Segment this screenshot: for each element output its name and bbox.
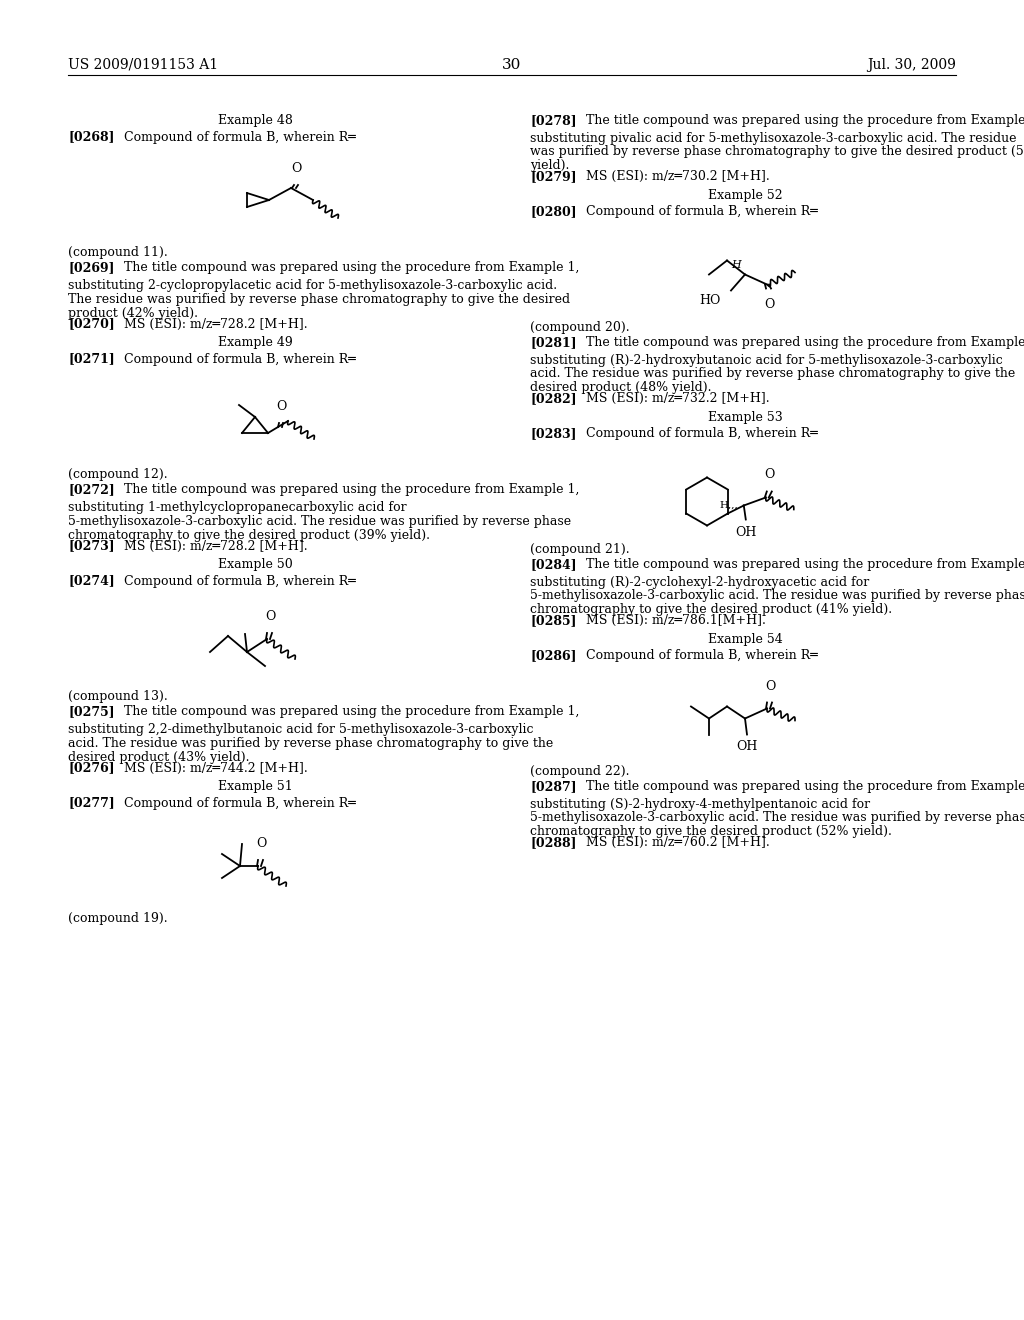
Text: Compound of formula B, wherein R═: Compound of formula B, wherein R═ [586,426,818,440]
Text: Compound of formula B, wherein R═: Compound of formula B, wherein R═ [124,574,355,587]
Text: O: O [256,837,266,850]
Text: desired product (48% yield).: desired product (48% yield). [530,381,712,393]
Text: yield).: yield). [530,158,569,172]
Text: The title compound was prepared using the procedure from Example 1,: The title compound was prepared using th… [124,705,580,718]
Text: O: O [765,469,775,482]
Text: substituting pivalic acid for 5-methylisoxazole-3-carboxylic acid. The residue: substituting pivalic acid for 5-methylis… [530,132,1017,145]
Text: (compound 20).: (compound 20). [530,321,630,334]
Text: H,,,: H,,, [719,502,737,510]
Text: substituting (S)-2-hydroxy-4-methylpentanoic acid for: substituting (S)-2-hydroxy-4-methylpenta… [530,799,870,810]
Text: Example 49: Example 49 [218,337,293,348]
Text: O: O [291,162,301,176]
Text: The title compound was prepared using the procedure from Example 1,: The title compound was prepared using th… [124,483,580,496]
Text: substituting 2,2-dimethylbutanoic acid for 5-methylisoxazole-3-carboxylic: substituting 2,2-dimethylbutanoic acid f… [68,723,534,737]
Text: [0283]: [0283] [530,426,577,440]
Text: [0275]: [0275] [68,705,115,718]
Text: [0276]: [0276] [68,762,115,775]
Text: OH: OH [736,741,758,754]
Text: (compound 11).: (compound 11). [68,246,168,259]
Text: [0286]: [0286] [530,649,577,663]
Text: HO: HO [699,294,721,308]
Text: substituting (R)-2-cyclohexyl-2-hydroxyacetic acid for: substituting (R)-2-cyclohexyl-2-hydroxya… [530,576,869,589]
Text: [0280]: [0280] [530,205,577,218]
Text: [0273]: [0273] [68,540,115,553]
Text: MS (ESI): m/z═730.2 [M+H].: MS (ESI): m/z═730.2 [M+H]. [586,170,770,183]
Text: [0279]: [0279] [530,170,577,183]
Text: Compound of formula B, wherein R═: Compound of formula B, wherein R═ [124,796,355,809]
Text: (compound 22).: (compound 22). [530,764,630,777]
Text: Jul. 30, 2009: Jul. 30, 2009 [867,58,956,73]
Text: (compound 13).: (compound 13). [68,690,168,704]
Text: MS (ESI): m/z═744.2 [M+H].: MS (ESI): m/z═744.2 [M+H]. [124,762,308,775]
Text: The title compound was prepared using the procedure from Example 1,: The title compound was prepared using th… [586,337,1024,348]
Text: [0270]: [0270] [68,318,115,330]
Text: Example 53: Example 53 [708,411,782,424]
Text: Compound of formula B, wherein R═: Compound of formula B, wherein R═ [586,649,818,663]
Text: The title compound was prepared using the procedure from Example 1,: The title compound was prepared using th… [124,261,580,275]
Text: (compound 21).: (compound 21). [530,543,630,556]
Text: MS (ESI): m/z═786.1[M+H].: MS (ESI): m/z═786.1[M+H]. [586,614,766,627]
Text: H: H [731,260,741,271]
Text: 5-methylisoxazole-3-carboxylic acid. The residue was purified by reverse phase: 5-methylisoxazole-3-carboxylic acid. The… [530,812,1024,825]
Text: substituting 2-cyclopropylacetic acid for 5-methylisoxazole-3-carboxylic acid.: substituting 2-cyclopropylacetic acid fo… [68,280,557,293]
Text: [0281]: [0281] [530,337,577,348]
Text: acid. The residue was purified by reverse phase chromatography to give the: acid. The residue was purified by revers… [68,737,553,750]
Text: The title compound was prepared using the procedure from Example 1,: The title compound was prepared using th… [586,558,1024,572]
Text: [0282]: [0282] [530,392,577,405]
Text: [0278]: [0278] [530,114,577,127]
Text: was purified by reverse phase chromatography to give the desired product (54%: was purified by reverse phase chromatogr… [530,145,1024,158]
Text: Example 52: Example 52 [708,189,782,202]
Text: O: O [764,298,774,312]
Text: O: O [765,680,775,693]
Text: substituting 1-methylcyclopropanecarboxylic acid for: substituting 1-methylcyclopropanecarboxy… [68,502,407,515]
Text: MS (ESI): m/z═728.2 [M+H].: MS (ESI): m/z═728.2 [M+H]. [124,540,307,553]
Text: The residue was purified by reverse phase chromatography to give the desired: The residue was purified by reverse phas… [68,293,570,306]
Text: Example 50: Example 50 [218,558,293,572]
Text: The title compound was prepared using the procedure from Example 1,: The title compound was prepared using th… [586,114,1024,127]
Text: [0272]: [0272] [68,483,115,496]
Text: Compound of formula B, wherein R═: Compound of formula B, wherein R═ [124,352,355,366]
Text: [0268]: [0268] [68,131,115,144]
Text: chromatography to give the desired product (41% yield).: chromatography to give the desired produ… [530,603,892,616]
Text: O: O [265,610,275,623]
Text: substituting (R)-2-hydroxybutanoic acid for 5-methylisoxazole-3-carboxylic: substituting (R)-2-hydroxybutanoic acid … [530,354,1002,367]
Text: [0284]: [0284] [530,558,577,572]
Text: MS (ESI): m/z═728.2 [M+H].: MS (ESI): m/z═728.2 [M+H]. [124,318,307,330]
Text: MS (ESI): m/z═760.2 [M+H].: MS (ESI): m/z═760.2 [M+H]. [586,836,770,849]
Text: [0269]: [0269] [68,261,115,275]
Text: (compound 19).: (compound 19). [68,912,168,925]
Text: Example 51: Example 51 [218,780,293,793]
Text: desired product (43% yield).: desired product (43% yield). [68,751,250,763]
Text: O: O [275,400,286,413]
Text: product (42% yield).: product (42% yield). [68,306,198,319]
Text: [0288]: [0288] [530,836,577,849]
Text: [0274]: [0274] [68,574,115,587]
Text: (compound 12).: (compound 12). [68,469,168,480]
Text: Compound of formula B, wherein R═: Compound of formula B, wherein R═ [124,131,355,144]
Text: [0285]: [0285] [530,614,577,627]
Text: 5-methylisoxazole-3-carboxylic acid. The residue was purified by reverse phase: 5-methylisoxazole-3-carboxylic acid. The… [530,590,1024,602]
Text: OH: OH [735,525,757,539]
Text: The title compound was prepared using the procedure from Example 1,: The title compound was prepared using th… [586,780,1024,793]
Text: chromatography to give the desired product (52% yield).: chromatography to give the desired produ… [530,825,892,838]
Text: [0287]: [0287] [530,780,577,793]
Text: chromatography to give the desired product (39% yield).: chromatography to give the desired produ… [68,528,430,541]
Text: 5-methylisoxazole-3-carboxylic acid. The residue was purified by reverse phase: 5-methylisoxazole-3-carboxylic acid. The… [68,515,571,528]
Text: Example 48: Example 48 [217,114,293,127]
Text: MS (ESI): m/z═732.2 [M+H].: MS (ESI): m/z═732.2 [M+H]. [586,392,770,405]
Text: US 2009/0191153 A1: US 2009/0191153 A1 [68,58,218,73]
Text: [0277]: [0277] [68,796,115,809]
Text: Compound of formula B, wherein R═: Compound of formula B, wherein R═ [586,205,818,218]
Text: [0271]: [0271] [68,352,115,366]
Text: 30: 30 [503,58,521,73]
Text: acid. The residue was purified by reverse phase chromatography to give the: acid. The residue was purified by revers… [530,367,1015,380]
Text: Example 54: Example 54 [708,632,782,645]
